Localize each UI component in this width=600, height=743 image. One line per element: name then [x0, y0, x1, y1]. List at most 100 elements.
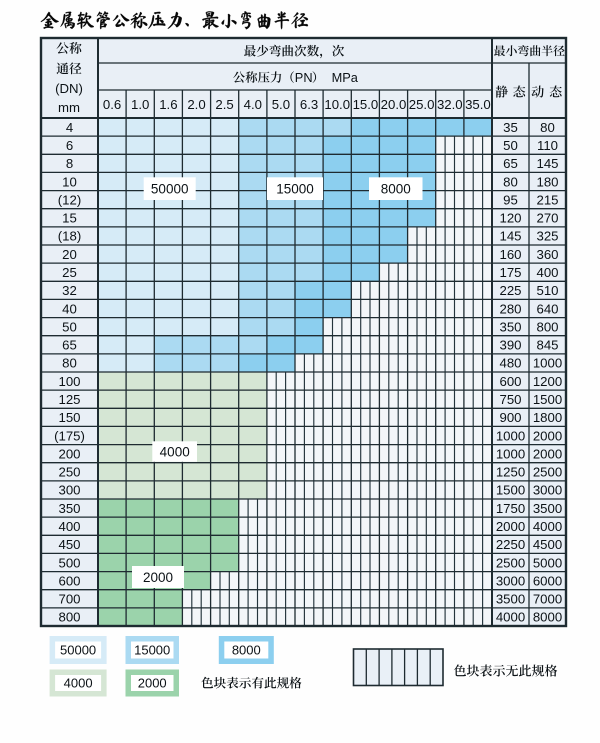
svg-text:0.6: 0.6	[103, 97, 121, 112]
svg-text:3500: 3500	[496, 592, 525, 607]
svg-text:10: 10	[62, 174, 77, 189]
svg-text:450: 450	[58, 537, 80, 552]
svg-text:50: 50	[62, 319, 77, 334]
svg-text:350: 350	[499, 319, 521, 334]
svg-text:1500: 1500	[533, 392, 562, 407]
svg-text:5000: 5000	[533, 555, 562, 570]
svg-text:2000: 2000	[533, 446, 562, 461]
svg-text:25: 25	[62, 265, 77, 280]
svg-text:180: 180	[536, 174, 558, 189]
svg-text:2500: 2500	[496, 555, 525, 570]
svg-text:300: 300	[58, 483, 80, 498]
svg-text:32: 32	[62, 283, 77, 298]
svg-text:35.0: 35.0	[465, 97, 491, 112]
svg-text:15000: 15000	[276, 182, 314, 197]
svg-text:1500: 1500	[496, 483, 525, 498]
svg-text:400: 400	[536, 265, 558, 280]
svg-text:(175): (175)	[54, 428, 85, 443]
svg-text:8000: 8000	[533, 610, 562, 625]
svg-text:8000: 8000	[232, 643, 261, 658]
svg-text:4500: 4500	[533, 537, 562, 552]
svg-text:120: 120	[499, 211, 521, 226]
svg-text:25.0: 25.0	[409, 97, 435, 112]
svg-text:2.5: 2.5	[215, 97, 233, 112]
svg-text:1.0: 1.0	[131, 97, 149, 112]
svg-text:32.0: 32.0	[437, 97, 463, 112]
svg-text:110: 110	[537, 138, 558, 153]
svg-text:4000: 4000	[496, 610, 525, 625]
svg-text:100: 100	[58, 374, 80, 389]
svg-text:845: 845	[536, 338, 558, 353]
svg-text:160: 160	[499, 247, 521, 262]
svg-text:1750: 1750	[496, 501, 525, 516]
svg-text:1000: 1000	[496, 428, 525, 443]
svg-text:800: 800	[58, 610, 80, 625]
svg-text:65: 65	[62, 338, 77, 353]
svg-text:4000: 4000	[64, 676, 93, 691]
svg-text:800: 800	[536, 319, 558, 334]
svg-text:1800: 1800	[533, 410, 562, 425]
svg-text:280: 280	[499, 301, 521, 316]
svg-text:(DN): (DN)	[55, 81, 83, 96]
svg-text:2000: 2000	[533, 428, 562, 443]
svg-text:40: 40	[62, 301, 77, 316]
svg-text:PN: PN	[295, 70, 313, 85]
svg-text:250: 250	[58, 465, 80, 480]
svg-text:1000: 1000	[496, 446, 525, 461]
svg-text:95: 95	[503, 192, 518, 207]
svg-text:20: 20	[62, 247, 77, 262]
svg-text:15.0: 15.0	[353, 97, 379, 112]
svg-text:700: 700	[58, 592, 80, 607]
svg-text:35: 35	[503, 120, 518, 135]
svg-text:65: 65	[503, 156, 518, 171]
svg-text:215: 215	[536, 192, 558, 207]
svg-text:6000: 6000	[533, 573, 562, 588]
svg-text:225: 225	[499, 283, 521, 298]
svg-text:MPa: MPa	[332, 70, 359, 85]
svg-text:8: 8	[66, 156, 73, 171]
svg-text:390: 390	[499, 338, 521, 353]
svg-text:8000: 8000	[381, 182, 411, 197]
svg-text:3000: 3000	[496, 573, 525, 588]
svg-text:510: 510	[536, 283, 558, 298]
svg-text:6: 6	[66, 138, 73, 153]
svg-text:350: 350	[58, 501, 80, 516]
svg-text:4000: 4000	[533, 519, 562, 534]
svg-text:175: 175	[499, 265, 521, 280]
svg-text:50000: 50000	[151, 182, 189, 197]
svg-text:6.3: 6.3	[300, 97, 318, 112]
svg-text:2250: 2250	[496, 537, 525, 552]
svg-text:80: 80	[540, 120, 555, 135]
svg-text:1.6: 1.6	[159, 97, 177, 112]
svg-text:(18): (18)	[58, 229, 81, 244]
svg-text:270: 270	[536, 211, 558, 226]
svg-text:50: 50	[503, 138, 518, 153]
svg-text:(12): (12)	[58, 192, 81, 207]
svg-text:20.0: 20.0	[381, 97, 407, 112]
svg-text:325: 325	[536, 229, 558, 244]
svg-text:10.0: 10.0	[324, 97, 350, 112]
svg-text:2000: 2000	[143, 570, 173, 585]
svg-text:480: 480	[499, 356, 521, 371]
svg-text:50000: 50000	[60, 643, 96, 658]
svg-text:750: 750	[499, 392, 521, 407]
svg-text:900: 900	[499, 410, 521, 425]
svg-text:200: 200	[58, 446, 80, 461]
svg-text:3000: 3000	[533, 483, 562, 498]
svg-text:145: 145	[499, 229, 521, 244]
svg-text:360: 360	[536, 247, 558, 262]
svg-text:500: 500	[58, 555, 80, 570]
svg-text:600: 600	[499, 374, 521, 389]
svg-text:15: 15	[62, 211, 77, 226]
svg-text:1200: 1200	[533, 374, 562, 389]
svg-text:1250: 1250	[496, 465, 525, 480]
svg-text:7000: 7000	[533, 592, 562, 607]
svg-text:145: 145	[536, 156, 558, 171]
svg-text:640: 640	[536, 301, 558, 316]
svg-text:80: 80	[503, 174, 518, 189]
svg-text:mm: mm	[58, 100, 80, 115]
svg-text:5.0: 5.0	[272, 97, 290, 112]
svg-text:2000: 2000	[496, 519, 525, 534]
svg-text:2.0: 2.0	[187, 97, 205, 112]
svg-text:125: 125	[58, 392, 80, 407]
